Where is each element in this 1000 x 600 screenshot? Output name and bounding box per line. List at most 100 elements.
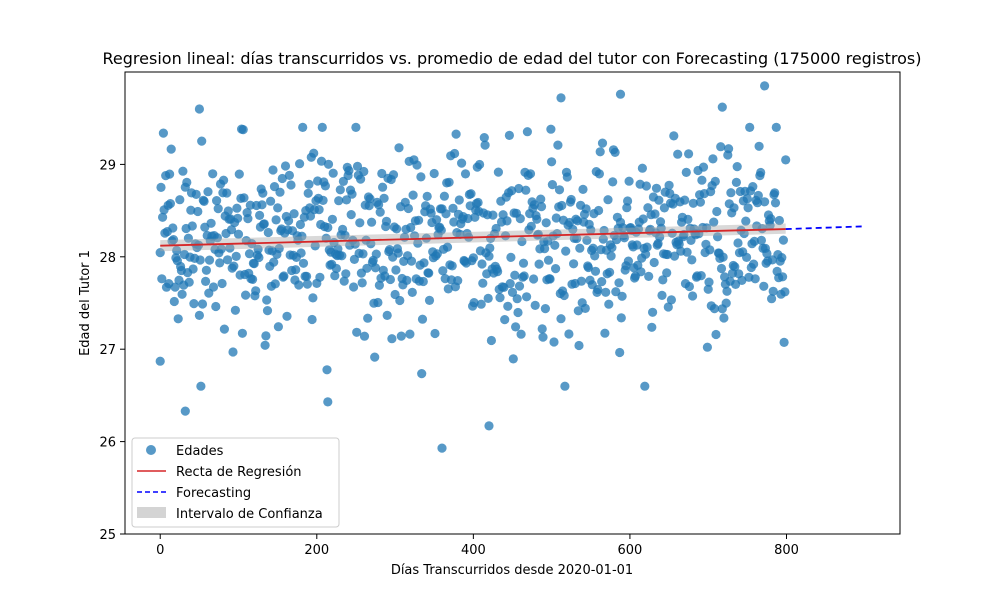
scatter-point (367, 217, 377, 227)
scatter-point (204, 255, 215, 265)
scatter-point (469, 298, 479, 308)
scatter-point (663, 302, 673, 312)
scatter-point (340, 230, 350, 240)
scatter-point (254, 252, 264, 263)
scatter-point (216, 244, 226, 254)
scatter-point (581, 204, 591, 214)
scatter-point (573, 306, 583, 316)
scatter-point (503, 301, 513, 311)
scatter-point (284, 216, 294, 226)
scatter-point (443, 284, 453, 294)
scatter-point (217, 278, 227, 289)
scatter-point (519, 271, 529, 281)
scatter-point (455, 229, 465, 239)
scatter-point (294, 280, 304, 290)
scatter-point (583, 262, 594, 273)
scatter-point (439, 191, 449, 201)
scatter-point (391, 265, 401, 275)
scatter-point (297, 231, 307, 241)
scatter-point (697, 175, 707, 185)
scatter-point (463, 213, 473, 224)
scatter-point (296, 248, 306, 258)
scatter-point (526, 221, 536, 231)
scatter-point (394, 143, 404, 153)
scatter-point (483, 293, 493, 303)
scatter-point (201, 265, 211, 275)
scatter-point (226, 225, 237, 235)
scatter-point (484, 421, 494, 431)
scatter-point (424, 295, 435, 305)
scatter-point (750, 274, 760, 284)
scatter-point (575, 243, 585, 253)
scatter-point (532, 214, 542, 224)
scatter-point (688, 291, 698, 301)
scatter-point (180, 406, 190, 416)
scatter-point (647, 322, 657, 332)
scatter-point (716, 263, 727, 274)
scatter-point (636, 267, 646, 277)
scatter-point (466, 189, 476, 199)
scatter-point (238, 125, 248, 135)
scatter-point (780, 287, 790, 297)
scatter-point (754, 141, 764, 151)
scatter-point (309, 148, 319, 158)
scatter-point (239, 193, 249, 203)
scatter-point (352, 161, 363, 171)
scatter-point (757, 224, 767, 234)
scatter-point (638, 214, 648, 224)
scatter-point (316, 156, 327, 166)
scatter-point (231, 251, 241, 261)
scatter-point (359, 331, 370, 341)
scatter-point (768, 286, 778, 296)
scatter-point (212, 196, 222, 206)
scatter-point (460, 169, 471, 179)
x-tick-label: 400 (461, 543, 486, 558)
scatter-point (656, 223, 666, 233)
scatter-point (416, 172, 426, 182)
scatter-point (219, 324, 229, 334)
scatter-point (225, 243, 235, 253)
scatter-point (266, 196, 276, 206)
scatter-point (402, 275, 412, 285)
scatter-point (684, 149, 694, 159)
scatter-point (358, 249, 368, 259)
scatter-point (749, 259, 759, 269)
scatter-point (169, 296, 179, 307)
scatter-point (710, 176, 720, 186)
scatter-point (451, 129, 461, 139)
scatter-point (275, 187, 285, 197)
scatter-point (595, 147, 605, 157)
scatter-point (259, 219, 269, 229)
scatter-point (328, 168, 338, 178)
scatter-point (196, 381, 206, 391)
scatter-point (432, 215, 442, 225)
scatter-point (586, 225, 596, 235)
y-tick-label: 29 (99, 158, 116, 173)
scatter-point (730, 262, 740, 272)
scatter-point (279, 271, 289, 281)
scatter-point (770, 198, 781, 208)
scatter-point (760, 81, 770, 91)
scatter-point (556, 93, 566, 103)
legend-box (131, 437, 340, 528)
scatter-point (778, 235, 789, 245)
scatter-point (598, 234, 608, 244)
scatter-point (323, 397, 333, 407)
scatter-point (373, 297, 383, 308)
scatter-point (540, 244, 550, 254)
scatter-point (580, 303, 590, 313)
scatter-point (540, 304, 551, 314)
scatter-point (166, 144, 176, 154)
scatter-point (262, 306, 273, 316)
scatter-point (515, 214, 525, 224)
scatter-point (201, 276, 211, 286)
scatter-point (553, 140, 563, 150)
scatter-point (403, 203, 413, 214)
scatter-point (298, 258, 309, 268)
scatter-point (593, 284, 603, 295)
scatter-point (485, 243, 495, 253)
scatter-point (182, 177, 192, 187)
scatter-point (597, 277, 607, 287)
scatter-point (191, 189, 201, 199)
scatter-point (576, 276, 587, 286)
